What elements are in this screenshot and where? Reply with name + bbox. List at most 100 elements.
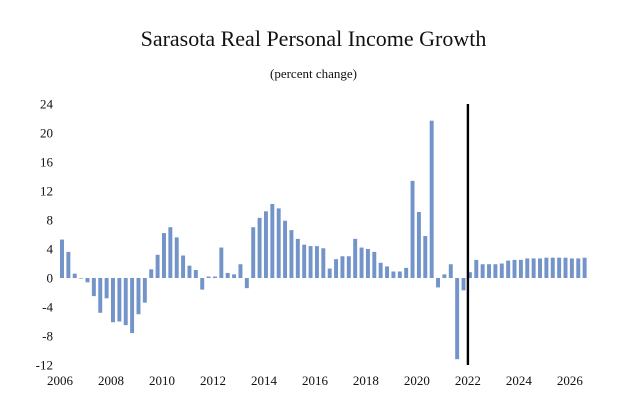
bar: [576, 258, 581, 278]
y-tick-label: 12: [40, 184, 53, 199]
y-tick-label: 20: [40, 126, 53, 141]
x-tick-label: 2022: [455, 373, 481, 388]
x-tick-label: 2014: [251, 373, 278, 388]
bar: [181, 255, 186, 278]
bar: [416, 212, 421, 278]
bar: [295, 238, 300, 278]
bar: [327, 268, 332, 278]
bar: [79, 278, 84, 279]
bar: [397, 271, 402, 278]
bar: [314, 246, 319, 278]
bar: [423, 235, 428, 278]
bar: [302, 244, 307, 278]
y-tick-label: 0: [47, 271, 54, 286]
y-tick-label: 24: [40, 97, 54, 112]
bar: [385, 266, 390, 278]
bar: [187, 265, 192, 278]
bar: [238, 264, 243, 278]
bar: [525, 258, 530, 278]
bar: [257, 217, 262, 278]
bar: [448, 264, 453, 278]
bar: [219, 247, 224, 278]
y-axis-ticks: -12 -8 -4 0 4 8 12 16 20 24: [36, 97, 54, 373]
bar: [212, 276, 217, 278]
bar: [251, 227, 256, 278]
bar: [72, 273, 77, 278]
bar: [493, 264, 498, 278]
bar: [104, 278, 109, 299]
bar: [474, 259, 479, 279]
bar: [244, 278, 249, 289]
bar: [98, 278, 103, 313]
bar: [499, 263, 504, 278]
bar: [206, 276, 211, 278]
bar: [111, 278, 115, 323]
x-tick-label: 2010: [149, 373, 175, 388]
bar: [289, 230, 294, 278]
bar: [518, 259, 523, 279]
bar: [429, 120, 434, 279]
bar: [200, 278, 205, 290]
bar: [225, 272, 230, 278]
y-tick-label: -12: [36, 358, 53, 373]
bar: [85, 278, 90, 283]
bar: [117, 278, 122, 322]
bar: [506, 260, 511, 278]
x-tick-label: 2008: [98, 373, 124, 388]
x-tick-label: 2016: [302, 373, 329, 388]
bar: [263, 211, 268, 278]
chart-subtitle: (percent change): [270, 66, 357, 81]
bar: [480, 264, 485, 278]
bar: [569, 258, 574, 278]
bar: [232, 274, 237, 279]
bar: [123, 278, 128, 326]
bar: [538, 258, 542, 278]
bar: [346, 256, 351, 278]
y-tick-label: 8: [47, 213, 54, 228]
x-tick-label: 2006: [47, 373, 74, 388]
bar: [455, 278, 460, 360]
bar: [155, 254, 160, 278]
bar: [410, 180, 415, 278]
bar: [353, 238, 358, 278]
bar: [442, 274, 447, 279]
bar: [359, 247, 364, 278]
bar: [365, 249, 370, 278]
x-axis-ticks: 2006 2008 2010 2012 2014 2016 2018 2020 2022 2024…: [47, 373, 583, 388]
bar: [270, 204, 275, 278]
bar: [582, 257, 587, 278]
x-tick-label: 2012: [200, 373, 226, 388]
bar: [162, 233, 166, 278]
bar: [461, 278, 466, 291]
x-tick-label: 2020: [404, 373, 430, 388]
bar: [404, 267, 409, 278]
y-tick-label: 4: [47, 242, 54, 257]
bar: [531, 258, 536, 278]
bar: [283, 220, 288, 278]
bar: [130, 278, 135, 334]
bar: [512, 259, 517, 279]
bar: [372, 251, 377, 278]
chart-title: Sarasota Real Personal Income Growth: [140, 26, 487, 51]
x-tick-label: 2026: [557, 373, 584, 388]
y-tick-label: -4: [42, 300, 53, 315]
y-tick-label: 16: [40, 155, 54, 170]
bar: [563, 257, 568, 278]
bar: [193, 270, 198, 278]
bar: [91, 278, 96, 297]
bar: [487, 264, 491, 278]
bar: [467, 272, 472, 278]
bar: [557, 257, 562, 278]
bar: [544, 257, 549, 278]
bar: [136, 278, 141, 315]
bar: [308, 246, 313, 278]
bar: [340, 256, 345, 278]
bar: [436, 278, 441, 288]
x-tick-label: 2024: [506, 373, 533, 388]
bar-series: [60, 120, 587, 360]
bar: [174, 237, 179, 278]
bar: [149, 269, 154, 278]
bar: [321, 248, 326, 278]
bar: [142, 278, 147, 303]
y-tick-label: -8: [42, 329, 53, 344]
